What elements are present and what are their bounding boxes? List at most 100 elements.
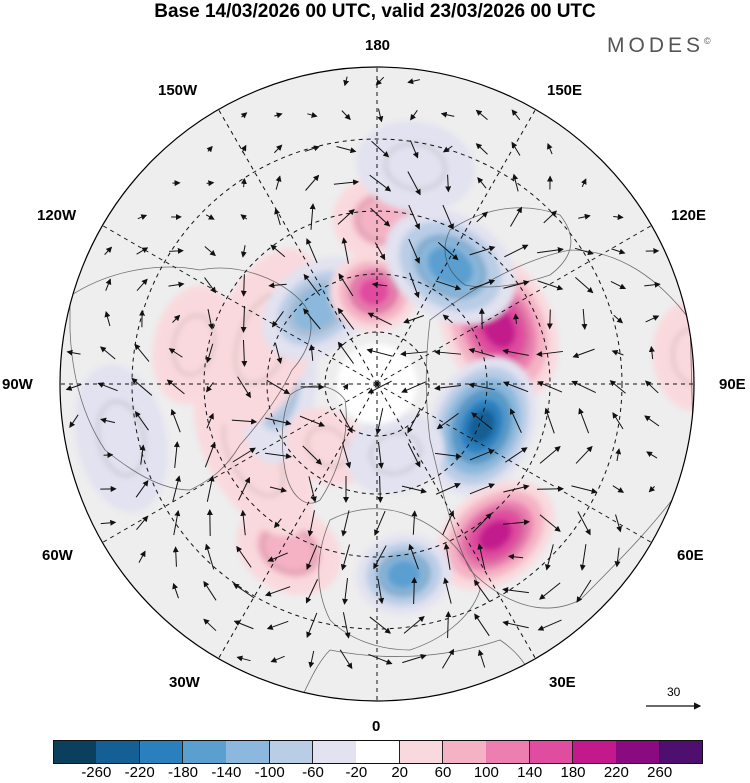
wind-vector-229 [575,445,593,464]
anomaly-13-level-0 [74,364,169,513]
colorbar-tick-4: -100 [254,764,285,781]
meridian-240 [376,225,652,385]
wind-vector-28 [168,348,183,358]
wind-vector-20 [135,479,149,498]
wind-vector-180 [468,347,495,358]
wind-vector-227 [571,380,596,394]
graticule [60,67,694,701]
wind-vector-26 [168,281,185,288]
wind-vector-142 [408,204,420,230]
wind-vector-228 [578,407,590,434]
wind-vector-14 [136,278,148,292]
wind-vector-86 [304,145,320,152]
wind-vector-168 [442,510,454,536]
wind-vector-136 [369,616,391,634]
wind-vector-231 [577,511,591,536]
meridian-150 [218,109,378,385]
wind-vector-196 [513,313,520,324]
meridian-300 [376,383,652,543]
wind-vector-175 [477,177,487,189]
wind-vector-247 [645,315,660,323]
wind-vector-80 [274,518,282,529]
wind-vector-171 [445,611,452,639]
wind-vector-115 [341,510,350,537]
wind-vector-71 [274,208,281,226]
wind-vector-103 [341,110,351,121]
colorbar-swatch-6 [313,740,357,764]
wind-vector-226 [572,348,595,358]
anomaly-12-contour [385,143,446,190]
wind-vector-221 [580,178,587,188]
lon-label-120e: 120E [671,207,707,224]
wind-vector-214 [544,407,555,434]
wind-vector-219 [539,582,561,600]
wind-vector-224 [575,277,594,294]
wind-vector-134 [373,545,387,570]
wind-vector-197 [502,348,529,356]
wind-vector-188 [474,613,490,637]
wind-vector-62 [238,476,250,501]
wind-vector-139 [410,110,418,121]
wind-vector-83 [266,620,289,630]
wind-vector-250 [644,415,660,427]
wind-vector-146 [400,350,427,357]
map-title: Base 14/03/2026 00 UTC, valid 23/03/2026… [154,1,596,22]
wind-vector-203 [507,553,524,560]
wind-vector-147 [401,381,427,393]
wind-vector-110 [337,341,354,364]
colorbar-tick-13: 260 [647,764,673,781]
wind-vector-53 [240,177,247,188]
colorbar-tick-9: 100 [473,764,499,781]
colorbar-tick-12: 220 [603,764,629,781]
wind-vector-121 [377,108,384,123]
wind-vector-119 [339,649,353,670]
wind-vector-6 [99,346,116,360]
wind-vector-65 [232,583,255,599]
north-america-coast [69,266,312,491]
wind-vector-113 [341,442,352,469]
wind-vector-240 [612,412,624,430]
wind-vector-246 [644,281,661,288]
wind-vector-163 [434,349,461,356]
wind-vector-120 [375,76,385,86]
colorbar-swatch-11 [529,740,574,764]
land-outlines [69,207,694,701]
wind-vector-187 [473,579,490,602]
wind-vector-123 [369,174,392,192]
wind-vector-66 [233,620,254,630]
meridian-60 [102,383,378,543]
lon-label-90w: 90W [2,376,33,393]
latitude-circle-50 [131,138,623,630]
wind-vector-212 [536,350,563,357]
wind-vector-46 [206,475,215,502]
wind-vector-95 [302,445,322,465]
wind-vector-69 [273,144,283,154]
wind-vector-208 [543,210,557,224]
wind-vector-232 [579,544,587,571]
wind-vector-92 [308,344,315,361]
wind-vector-109 [337,307,355,330]
wind-vector-186 [477,543,486,570]
wind-vector-178 [469,279,496,290]
wind-vector-205 [502,620,529,629]
copyright-mark: © [704,36,711,46]
latitude-circle-70 [266,273,488,495]
wind-vector-130 [375,408,384,435]
wind-vector-42 [205,343,214,364]
wind-vector-67 [236,655,251,662]
wind-vector-101 [308,650,315,669]
wind-vector-3 [104,246,113,255]
wind-vector-99 [305,579,319,604]
wind-vector-61 [232,447,256,463]
wind-vector-165 [436,412,459,430]
lon-label-150e: 150E [547,82,583,99]
wind-vector-150 [401,485,427,494]
wind-vector-252 [648,485,656,493]
wind-vector-191 [511,141,521,156]
wind-vector-48 [204,543,215,570]
wind-vector-164 [434,384,461,391]
wind-vector-154 [403,616,425,634]
wind-vector-128 [366,348,393,357]
wind-vector-241 [615,448,622,462]
wind-vector-58 [241,339,248,367]
